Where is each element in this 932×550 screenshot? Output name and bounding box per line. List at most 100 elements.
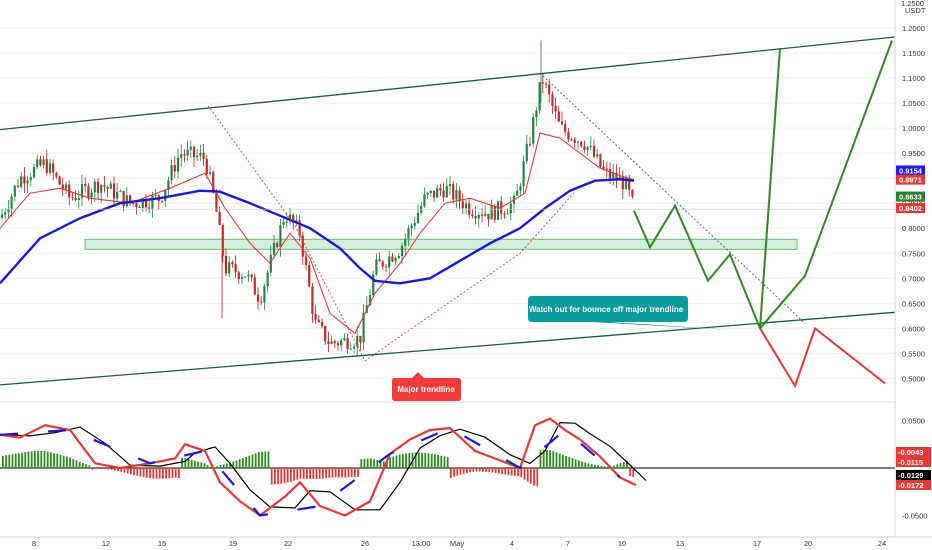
macd-histogram-bar (235, 460, 238, 468)
candle-body (471, 214, 474, 216)
macd-histogram-bar (152, 468, 155, 479)
candle-body (589, 145, 592, 147)
candle-body (234, 264, 237, 273)
macd-histogram-bar (520, 468, 523, 478)
indicator-tag-label: -0.0129 (898, 471, 923, 480)
candle-body (189, 146, 192, 150)
candle-body (372, 274, 375, 295)
candle-body (336, 343, 340, 346)
macd-histogram-bar (200, 462, 203, 468)
candle-body (167, 180, 170, 190)
macd-histogram-bar (82, 463, 84, 468)
price-tick-label: 1.1500 (902, 49, 925, 58)
macd-histogram-bar (302, 468, 305, 479)
macd-histogram-bar (222, 464, 225, 468)
x-tick-label: 7 (566, 539, 570, 548)
candle-body (212, 172, 215, 193)
macd-histogram-bar (53, 453, 55, 468)
macd-histogram-bar (549, 450, 551, 468)
macd-histogram-bar (475, 468, 478, 472)
candle-body (202, 152, 205, 159)
candle-body (116, 191, 119, 199)
macd-histogram-bar (91, 468, 94, 470)
x-tick-label: 8 (32, 539, 36, 548)
macd-histogram-bar (514, 468, 516, 476)
macd-histogram-bar (254, 453, 257, 468)
candle-body (160, 200, 164, 202)
macd-histogram-bar (75, 460, 78, 468)
macd-histogram-bar (472, 468, 475, 472)
macd-histogram-bar (216, 466, 219, 468)
macd-histogram-bar (363, 458, 366, 468)
candle-body (52, 163, 55, 173)
candle-body (404, 238, 407, 246)
candle-body (554, 105, 557, 112)
x-tick-label: 12 (102, 539, 110, 548)
candle-body (10, 196, 13, 209)
x-tick-label: 22 (284, 539, 292, 548)
macd-histogram-bar (120, 468, 123, 472)
channel-lower-line (0, 311, 896, 386)
macd-histogram-bar (616, 464, 619, 468)
candle-body (602, 166, 605, 169)
macd-histogram-bar (421, 452, 423, 468)
candle-body (570, 139, 573, 141)
macd-histogram-bar (334, 468, 337, 478)
macd-histogram-bar (350, 468, 353, 477)
macd-histogram-bar (306, 468, 308, 479)
macd-histogram-bar (331, 468, 334, 478)
macd-histogram-bar (622, 462, 625, 468)
macd-histogram-bar (5, 455, 7, 468)
candle-body (436, 188, 439, 198)
price-tick-label: 0.8000 (902, 224, 925, 233)
candle-body (624, 177, 628, 190)
candle-body (304, 256, 308, 266)
macd-histogram-bar (366, 458, 369, 468)
macd-histogram-bar (181, 457, 183, 468)
candle-body (84, 183, 87, 187)
candle-body (13, 185, 16, 197)
candle-body (253, 277, 256, 295)
candle-body (320, 322, 324, 326)
macd-histogram-bar (190, 459, 193, 468)
macd-histogram-bar (456, 468, 459, 476)
candle-body (506, 213, 509, 215)
macd-histogram-bar (94, 468, 97, 469)
channel-upper-line (0, 36, 896, 131)
macd-histogram-bar (446, 457, 449, 468)
candle-body (576, 141, 580, 143)
macd-histogram-bar (8, 454, 11, 468)
candle-body (442, 190, 445, 198)
candle-body (388, 256, 391, 268)
candle-body (381, 261, 384, 267)
ema-red-line (0, 132, 635, 335)
macd-histogram-bar (21, 452, 23, 468)
price-tag-label: 0.8971 (899, 176, 922, 185)
candle-body (605, 168, 608, 170)
macd-histogram-bar (485, 468, 487, 472)
macd-histogram-bar (126, 468, 129, 474)
candle-body (173, 164, 176, 172)
dotted-trendline-gray (539, 72, 806, 324)
candle-body (269, 254, 272, 273)
candle-body (327, 341, 330, 344)
macd-histogram-bar (405, 453, 407, 468)
candle-body (429, 190, 432, 193)
macd-histogram-bar (555, 452, 558, 468)
macd-histogram-bar (526, 468, 529, 482)
macd-histogram-bar (46, 451, 49, 468)
major-trendline-box (392, 372, 461, 401)
macd-histogram-bar (277, 468, 279, 485)
macd-histogram-bar (24, 452, 27, 468)
macd-histogram-bar (117, 468, 119, 472)
candle-body (551, 94, 554, 106)
candle-body (276, 242, 279, 248)
macd-histogram-bar (203, 463, 206, 468)
macd-histogram-bar (430, 453, 433, 468)
candle-body (64, 184, 68, 190)
macd-histogram-bar (424, 452, 427, 468)
macd-histogram-bar (418, 452, 420, 468)
macd-histogram-bar (507, 468, 510, 476)
candle-body (7, 208, 10, 213)
